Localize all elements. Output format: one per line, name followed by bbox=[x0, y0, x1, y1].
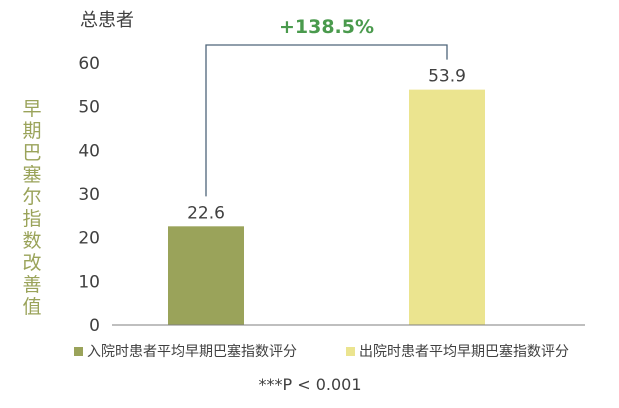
value-labels: 22.6 53.9 bbox=[187, 67, 466, 224]
y-axis-label-char: 期 bbox=[22, 120, 41, 142]
chart-title: 总患者 bbox=[80, 10, 134, 31]
y-axis-ticks: 0 10 20 30 40 50 60 bbox=[78, 54, 100, 336]
y-tick-label: 0 bbox=[89, 316, 100, 336]
bar-value-label: 53.9 bbox=[428, 67, 466, 87]
legend: 入院时患者平均早期巴塞指数评分 出院时患者平均早期巴塞指数评分 bbox=[74, 343, 569, 360]
y-tick-label: 20 bbox=[78, 229, 100, 249]
y-axis-label-char: 善 bbox=[22, 274, 41, 296]
y-tick-label: 10 bbox=[78, 272, 100, 292]
legend-swatch bbox=[346, 347, 355, 356]
y-axis-label-char: 数 bbox=[22, 230, 41, 252]
y-axis-label-char: 尔 bbox=[22, 186, 41, 208]
legend-swatch bbox=[74, 347, 83, 356]
y-axis-label-char: 指 bbox=[22, 208, 41, 230]
y-tick-label: 30 bbox=[78, 185, 100, 205]
y-tick-label: 50 bbox=[78, 98, 100, 118]
p-value-footnote: ***P < 0.001 bbox=[258, 375, 361, 394]
bar bbox=[168, 226, 244, 325]
y-axis-label-char: 塞 bbox=[22, 164, 41, 186]
y-axis-label: 早期巴塞尔指数改善值 bbox=[22, 98, 41, 318]
y-axis-label-char: 值 bbox=[22, 296, 41, 318]
legend-label: 入院时患者平均早期巴塞指数评分 bbox=[87, 343, 297, 360]
y-tick-label: 40 bbox=[78, 141, 100, 161]
y-axis-label-char: 改 bbox=[22, 252, 41, 274]
y-axis-label-char: 巴 bbox=[22, 142, 41, 164]
increase-annotation: +138.5% bbox=[279, 16, 374, 38]
bars bbox=[168, 89, 485, 326]
y-axis-label-char: 早 bbox=[22, 98, 41, 120]
y-tick-label: 60 bbox=[78, 54, 100, 74]
bar-value-label: 22.6 bbox=[187, 203, 225, 223]
bar bbox=[409, 89, 485, 326]
legend-label: 出院时患者平均早期巴塞指数评分 bbox=[359, 343, 569, 360]
significance-bracket bbox=[205, 44, 448, 197]
